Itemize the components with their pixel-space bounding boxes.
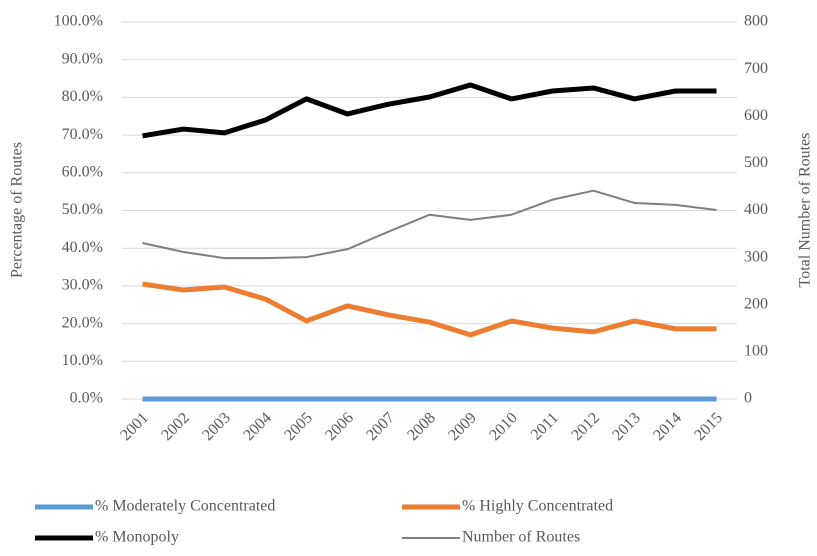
y2-tick-label: 600 — [744, 107, 768, 124]
series-line — [142, 189, 717, 260]
y2-tick-label: 200 — [744, 295, 768, 312]
y-tick-label: 20.0% — [62, 314, 103, 331]
x-tick-label: 2015 — [691, 409, 726, 444]
y-tick-label: 70.0% — [62, 126, 103, 143]
y2-tick-label: 300 — [744, 248, 768, 265]
x-tick-label: 2007 — [363, 409, 398, 444]
y-tick-label: 80.0% — [62, 88, 103, 105]
y-tick-label: 0.0% — [70, 390, 103, 407]
y-tick-label: 10.0% — [62, 352, 103, 369]
x-tick-label: 2008 — [404, 409, 439, 444]
y2-tick-label: 500 — [744, 154, 768, 171]
x-tick-label: 2011 — [528, 409, 562, 443]
series-line — [142, 82, 717, 139]
x-tick-label: 2004 — [240, 409, 275, 444]
legend-label: Number of Routes — [462, 529, 580, 546]
y-tick-label: 40.0% — [62, 239, 103, 256]
x-tick-label: 2010 — [486, 409, 521, 444]
x-tick-label: 2005 — [281, 409, 316, 444]
y2-tick-label: 800 — [744, 13, 768, 30]
y-tick-label: 30.0% — [62, 277, 103, 294]
x-tick-label: 2006 — [322, 409, 357, 444]
y-tick-label: 60.0% — [62, 163, 103, 180]
legend-label: % Highly Concentrated — [462, 498, 613, 515]
series-line — [142, 281, 717, 338]
y-tick-label: 50.0% — [62, 201, 103, 218]
x-tick-label: 2009 — [445, 409, 480, 444]
y-axis-title: Percentage of Routes — [9, 142, 26, 278]
y2-tick-label: 100 — [744, 343, 768, 360]
x-tick-label: 2014 — [650, 409, 685, 444]
y-tick-label: 100.0% — [54, 13, 103, 30]
y2-tick-label: 400 — [744, 201, 768, 218]
legend-label: % Moderately Concentrated — [95, 498, 275, 515]
x-tick-label: 2003 — [199, 409, 234, 444]
x-tick-label: 2002 — [158, 409, 193, 444]
y-tick-label: 90.0% — [62, 50, 103, 67]
x-tick-label: 2013 — [609, 409, 644, 444]
x-tick-label: 2001 — [117, 409, 152, 444]
y2-axis-title: Total Number of Routes — [797, 133, 814, 288]
y2-tick-label: 700 — [744, 60, 768, 77]
legend-label: % Monopoly — [95, 529, 179, 546]
x-tick-label: 2012 — [568, 409, 603, 444]
y2-tick-label: 0 — [744, 390, 752, 407]
